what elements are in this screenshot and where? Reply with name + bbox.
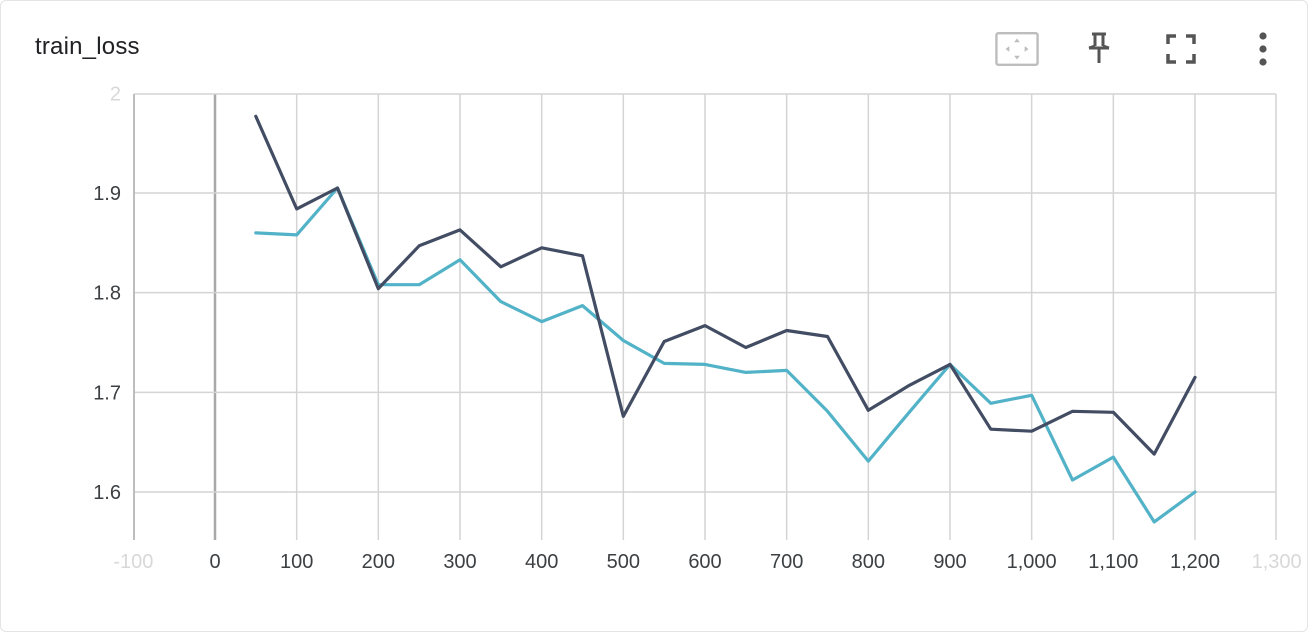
y-tick-label: 1.9 [93, 183, 121, 205]
x-tick-label: 800 [852, 551, 885, 573]
fit-domain-icon [995, 32, 1039, 66]
x-tick-label: 300 [443, 551, 476, 573]
x-tick-label: -100 [113, 551, 153, 573]
x-tick-label: 100 [280, 551, 313, 573]
fit-domain-button[interactable] [995, 27, 1039, 71]
x-tick-label: 0 [209, 551, 220, 573]
more-vert-icon [1259, 32, 1267, 66]
fullscreen-button[interactable] [1159, 27, 1203, 71]
x-tick-label: 1,000 [1007, 551, 1057, 573]
more-options-button[interactable] [1241, 27, 1285, 71]
chart-toolbar [995, 27, 1285, 71]
series-line-2 [254, 186, 1197, 524]
x-tick-label: 400 [525, 551, 558, 573]
y-tick-label: 2 [110, 83, 121, 105]
y-tick-label: 1.8 [93, 283, 121, 305]
series-line-1 [254, 114, 1197, 456]
x-tick-label: 500 [607, 551, 640, 573]
x-tick-label: 700 [770, 551, 803, 573]
x-tick-label: 1,200 [1170, 551, 1220, 573]
x-tick-label: 200 [362, 551, 395, 573]
y-tick-label: 1.7 [93, 382, 121, 404]
x-tick-label: 600 [688, 551, 721, 573]
x-tick-label: 1,100 [1088, 551, 1138, 573]
x-tick-label: 1,300 [1252, 551, 1302, 573]
pin-button[interactable] [1077, 27, 1121, 71]
x-tick-label: 900 [933, 551, 966, 573]
chart-title: train_loss [35, 33, 140, 60]
fullscreen-icon [1166, 34, 1196, 64]
pin-icon [1088, 32, 1110, 63]
y-tick-label: 1.6 [93, 482, 121, 504]
